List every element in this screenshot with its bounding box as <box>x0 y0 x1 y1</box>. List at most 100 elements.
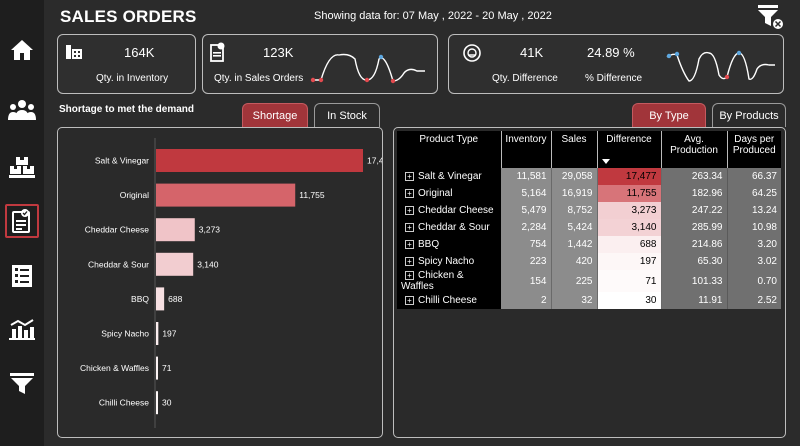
inventory-icon <box>9 157 35 178</box>
cell-sales: 1,442 <box>551 236 598 253</box>
kpi-sales-orders-value: 123K <box>263 45 294 60</box>
bar-value-label: 71 <box>162 363 172 373</box>
cell-product-type: + Salt & Vinegar <box>397 168 501 185</box>
table-row[interactable]: + Chilli Cheese 2 32 30 11.91 2.52 <box>397 292 781 309</box>
cell-avg-production: 182.96 <box>661 185 728 202</box>
clear-filters-button[interactable] <box>754 4 784 30</box>
bar-value-label: 3,140 <box>197 259 219 269</box>
cell-product-type: + Spicy Nacho <box>397 253 501 270</box>
product-type-label: Cheddar Cheese <box>418 205 494 216</box>
bar[interactable] <box>156 218 195 242</box>
header-sales[interactable]: Sales <box>551 131 598 168</box>
cell-days-per-produced: 10.98 <box>727 219 781 236</box>
bar-value-label: 197 <box>162 329 176 339</box>
cell-difference: 3,140 <box>597 219 662 236</box>
main-content: SALES ORDERS Showing data for: 07 May , … <box>44 0 800 446</box>
kpi-sales-orders-label: Qty. in Sales Orders <box>214 73 304 84</box>
expand-row-icon[interactable]: + <box>405 188 414 198</box>
product-type-label: Spicy Nacho <box>418 256 475 267</box>
cell-avg-production: 263.34 <box>661 168 728 185</box>
product-type-label: Cheddar & Sour <box>418 222 490 233</box>
kpi-inventory-label: Qty. in Inventory <box>96 73 169 84</box>
cell-inventory: 5,164 <box>501 185 552 202</box>
table-row[interactable]: + Salt & Vinegar 11,581 29,058 17,477 263.34 6… <box>397 168 781 185</box>
bar[interactable] <box>156 287 165 311</box>
bar-category-label: Cheddar Cheese <box>85 225 150 235</box>
header-difference[interactable]: Difference <box>597 131 662 168</box>
header-inventory[interactable]: Inventory <box>501 131 552 168</box>
nav-sales-orders[interactable] <box>5 204 39 238</box>
bar[interactable] <box>156 391 158 415</box>
cell-avg-production: 214.86 <box>661 236 728 253</box>
kpi-difference-label: Qty. Difference <box>492 73 558 84</box>
expand-row-icon[interactable]: + <box>405 270 414 280</box>
cell-inventory: 2,284 <box>501 219 552 236</box>
kpi-card-inventory: 164K Qty. in Inventory <box>57 34 196 94</box>
table-row[interactable]: + Cheddar Cheese 5,479 8,752 3,273 247.22 13.2… <box>397 202 781 219</box>
cell-difference: 197 <box>597 253 662 270</box>
nav-analytics[interactable] <box>5 313 39 347</box>
table-row[interactable]: + Spicy Nacho 223 420 197 65.30 3.02 <box>397 253 781 270</box>
bar-value-label: 30 <box>162 398 172 408</box>
tab-in-stock[interactable]: In Stock <box>314 103 380 127</box>
cell-avg-production: 101.33 <box>661 270 728 292</box>
tab-shortage[interactable]: Shortage <box>242 103 308 127</box>
expand-row-icon[interactable]: + <box>405 256 414 266</box>
expand-row-icon[interactable]: + <box>405 171 414 181</box>
expand-row-icon[interactable]: + <box>405 295 414 305</box>
bar-value-label: 688 <box>168 294 182 304</box>
header-product-type[interactable]: Product Type <box>397 131 502 168</box>
cell-product-type: + Chicken & Waffles <box>397 270 501 292</box>
bar-chart-icon <box>9 319 35 340</box>
tab-by-products[interactable]: By Products <box>712 103 786 127</box>
cell-sales: 420 <box>551 253 598 270</box>
cell-product-type: + Original <box>397 185 501 202</box>
tab-by-type[interactable]: By Type <box>632 103 706 127</box>
expand-row-icon[interactable]: + <box>405 239 414 249</box>
product-type-table: Product Type Inventory Sales Difference … <box>397 131 781 309</box>
table-row[interactable]: + Original 5,164 16,919 11,755 182.96 64.25 <box>397 185 781 202</box>
bar[interactable] <box>156 322 159 345</box>
nav-customers[interactable] <box>5 93 39 127</box>
shortage-bar-chart: Salt & Vinegar 17,477 Original 11,755 Chedda… <box>80 138 393 428</box>
cell-days-per-produced: 0.70 <box>727 270 781 292</box>
table-row[interactable]: + BBQ 754 1,442 688 214.86 3.20 <box>397 236 781 253</box>
nav-production[interactable] <box>5 259 39 293</box>
bar[interactable] <box>156 252 194 276</box>
table-header-row: Product Type Inventory Sales Difference … <box>397 131 781 168</box>
kpi-difference-value: 41K <box>520 45 544 60</box>
nav-filters[interactable] <box>5 367 39 401</box>
cell-inventory: 2 <box>501 292 552 309</box>
expand-row-icon[interactable]: + <box>405 222 414 232</box>
bar-value-label: 17,477 <box>367 156 382 166</box>
product-type-label: Chicken & Waffles <box>401 270 464 292</box>
people-icon <box>8 100 36 120</box>
bar[interactable] <box>156 149 363 172</box>
cell-avg-production: 11.91 <box>661 292 728 309</box>
nav-inventory[interactable] <box>5 150 39 184</box>
cell-days-per-produced: 13.24 <box>727 202 781 219</box>
cell-difference: 11,755 <box>597 185 662 202</box>
cell-inventory: 11,581 <box>501 168 552 185</box>
cell-sales: 8,752 <box>551 202 598 219</box>
sales-orders-sparkline <box>310 53 425 84</box>
cell-difference: 17,477 <box>597 168 662 185</box>
bar-category-label: Chilli Cheese <box>99 398 149 408</box>
nav-home[interactable] <box>5 33 39 67</box>
expand-row-icon[interactable]: + <box>405 205 414 215</box>
cell-days-per-produced: 64.25 <box>727 185 781 202</box>
table-row[interactable]: + Chicken & Waffles 154 225 71 101.33 0.70 <box>397 270 781 292</box>
kpi-card-difference: 41K Qty. Difference 24.89 % % Difference <box>448 34 784 94</box>
cell-inventory: 754 <box>501 236 552 253</box>
header-avg-production[interactable]: Avg. Production <box>661 131 728 168</box>
bar[interactable] <box>156 183 296 207</box>
bar[interactable] <box>156 356 158 380</box>
cell-product-type: + Chilli Cheese <box>397 292 501 309</box>
cell-days-per-produced: 3.02 <box>727 253 781 270</box>
table-row[interactable]: + Cheddar & Sour 2,284 5,424 3,140 285.99 10.9… <box>397 219 781 236</box>
kpi-pct-difference-label: % Difference <box>585 73 643 84</box>
cell-sales: 32 <box>551 292 598 309</box>
header-days-per-produced[interactable]: Days per Produced <box>727 131 781 168</box>
sort-descending-icon <box>601 159 610 164</box>
kpi-card-sales-orders: 123K Qty. in Sales Orders <box>202 34 438 94</box>
